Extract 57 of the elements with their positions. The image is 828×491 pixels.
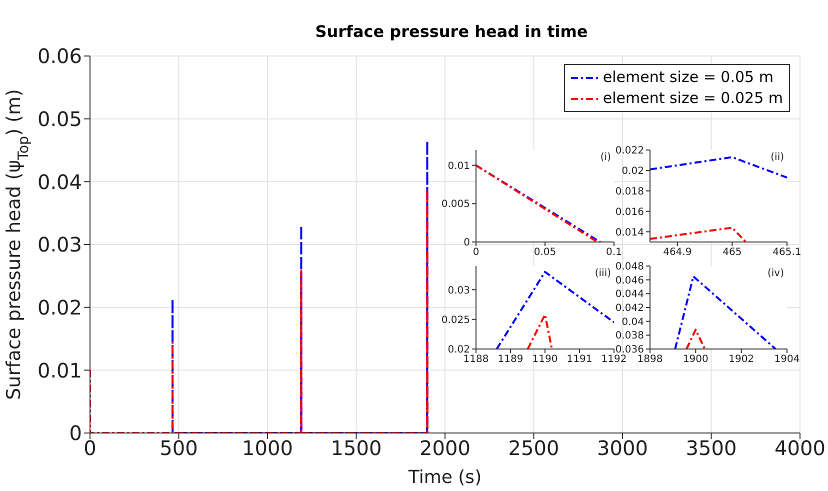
x-tick-label: 1191: [566, 354, 592, 366]
x-tick-label: 465.1: [772, 247, 802, 258]
x-tick-label: 1902: [728, 354, 754, 366]
legend-label: element size = 0.05 m: [602, 67, 774, 88]
x-tick-label: 0: [472, 247, 480, 258]
chart-title: Surface pressure head in time: [314, 22, 589, 41]
y-tick-label: 0.038: [615, 330, 644, 342]
y-tick-label: 0.022: [615, 146, 644, 157]
y-tick-label: 0.02: [448, 344, 470, 356]
y-tick-label: 0.016: [615, 206, 644, 218]
legend-label: element size = 0.025 m: [602, 88, 783, 109]
x-tick-label: 2500: [508, 436, 560, 460]
x-tick-label: 500: [160, 436, 198, 460]
annotation: (iv): [768, 268, 784, 279]
x-tick-label: 4000: [774, 436, 826, 460]
x-tick-label: 465: [722, 247, 742, 258]
x-tick-label: 1188: [463, 354, 489, 366]
y-tick-label: 0.005: [441, 199, 470, 210]
y-tick-label: 0.044: [615, 289, 644, 300]
x-tick-label: 1000: [242, 436, 293, 460]
x-tick-label: 1898: [637, 354, 663, 366]
y-tick-label: 0.042: [615, 303, 644, 314]
y-tick-label: 0.018: [615, 186, 644, 198]
x-tick-label: 0.1: [606, 247, 622, 258]
x-tick-label: 1900: [682, 354, 708, 366]
y-tick-label: 0.01: [37, 358, 82, 382]
y-tick-label: 0.04: [37, 170, 82, 194]
x-tick-label: 1500: [330, 436, 382, 460]
x-tick-label: 1189: [498, 354, 524, 366]
x-tick-label: 464.9: [663, 247, 692, 258]
x-tick-label: 1190: [532, 354, 558, 366]
y-tick-label: 0.04: [622, 316, 644, 328]
annotation: (iii): [594, 268, 611, 279]
x-tick-label: 2000: [420, 436, 470, 460]
x-tick-label: 0.05: [534, 247, 556, 258]
y-tick-label: 0.02: [37, 295, 82, 320]
y-tick-label: 0.03: [37, 232, 82, 257]
y-tick-label: 0.06: [37, 44, 82, 68]
y-tick-label: 0.025: [441, 314, 470, 326]
annotation: (i): [600, 152, 611, 163]
y-tick-label: 0: [69, 421, 82, 446]
y-tick-label: 0: [464, 238, 470, 249]
y-tick-label: 0.05: [37, 106, 82, 131]
x-tick-label: 3000: [597, 436, 648, 460]
annotation: (ii): [770, 152, 784, 163]
y-tick-label: 0.02: [622, 166, 644, 177]
x-axis-title: Time (s): [407, 467, 482, 488]
x-tick-label: 1904: [774, 354, 800, 366]
y-tick-label: 0.03: [448, 285, 470, 296]
x-tick-label: 3500: [686, 436, 737, 460]
y-tick-label: 0.046: [615, 275, 644, 286]
line-series: [90, 188, 430, 433]
y-tick-label: 0.048: [615, 262, 644, 273]
y-tick-label: 0.014: [615, 227, 644, 238]
x-tick-label: 1192: [601, 354, 627, 366]
y-tick-label: 0.036: [615, 344, 644, 356]
y-tick-label: 0.01: [448, 160, 470, 172]
